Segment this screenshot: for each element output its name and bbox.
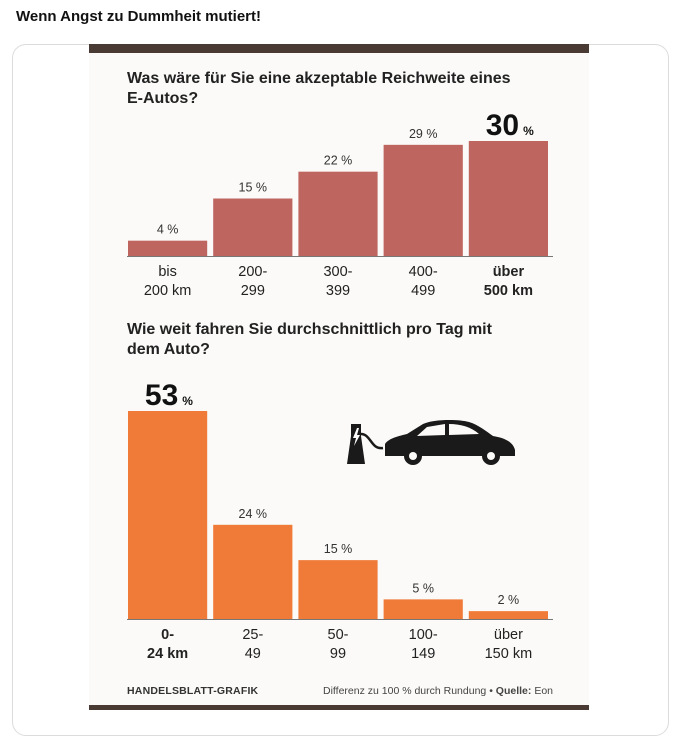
bar-label-0: 53 xyxy=(145,379,178,412)
footer-bullet: • xyxy=(489,685,493,697)
category-label-0-line1: 0- xyxy=(161,627,174,643)
bar-4 xyxy=(468,611,548,619)
footer-note: Differenz zu 100 % durch Rundung xyxy=(323,685,487,697)
top-bar xyxy=(89,44,589,53)
bar-label-suffix-4: % xyxy=(523,124,534,138)
bar-label-3: 5 % xyxy=(412,581,434,595)
bar-4 xyxy=(468,141,548,256)
bar-3 xyxy=(383,144,463,256)
bar-label-suffix-0: % xyxy=(182,394,193,408)
category-label-3-line1: 400- xyxy=(409,264,438,280)
category-label-3-line1: 100- xyxy=(409,627,438,643)
category-label-1-line2: 299 xyxy=(241,283,265,299)
bar-label-0: 4 % xyxy=(157,223,179,237)
bar-label-4: 30 xyxy=(486,109,519,142)
post-title: Wenn Angst zu Dummheit mutiert! xyxy=(16,8,261,25)
bar-1 xyxy=(213,198,293,256)
bar-label-4: 2 % xyxy=(498,593,520,607)
bar-label-2: 15 % xyxy=(324,542,353,556)
bar-3 xyxy=(383,599,463,619)
footer-source-label: Quelle: xyxy=(495,685,532,697)
chart2-title: Wie weit fahren Sie durchschnittlich pro… xyxy=(127,321,492,358)
category-label-1-line1: 25- xyxy=(242,627,263,643)
footer-source: Differenz zu 100 % durch Rundung • Quell… xyxy=(323,685,553,697)
bar-0 xyxy=(128,240,208,256)
distance-chart: 53 % 0- 24 km 24 % 25- 49 15 % 50- 99 5 % 100- 149 2 … xyxy=(127,379,553,662)
category-label-3-line2: 149 xyxy=(411,646,435,662)
category-label-2-line2: 99 xyxy=(330,646,346,662)
bottom-bar xyxy=(89,705,589,710)
bar-0 xyxy=(128,411,208,619)
category-label-4-line2: 150 km xyxy=(485,646,533,662)
bar-label-1: 15 % xyxy=(239,181,267,195)
category-label-0-line2: 200 km xyxy=(144,283,192,299)
bar-2 xyxy=(298,171,378,256)
category-label-2-line2: 399 xyxy=(326,283,350,299)
bar-label-3: 29 % xyxy=(409,127,438,141)
ev-charging-car-icon xyxy=(347,419,515,465)
chart1-title: Was wäre für Sie eine akzeptable Reichwe… xyxy=(127,70,511,107)
category-label-2-line1: 300- xyxy=(323,264,352,280)
category-label-4-line2: 500 km xyxy=(484,283,533,299)
infographic: Was wäre für Sie eine akzeptable Reichwe… xyxy=(89,44,589,710)
footer-credit: HANDELSBLATT-GRAFIK xyxy=(127,685,259,697)
category-label-0-line2: 24 km xyxy=(147,646,188,662)
range-chart: 4 % bis 200 km 15 % 200- 299 22 % 300- 399 29 % 40… xyxy=(127,109,553,299)
bar-2 xyxy=(298,560,378,619)
bar-label-1: 24 % xyxy=(239,507,267,521)
category-label-2-line1: 50- xyxy=(328,627,349,643)
category-label-1-line2: 49 xyxy=(245,646,261,662)
category-label-1-line1: 200- xyxy=(238,264,267,280)
category-label-0-line1: bis xyxy=(158,264,177,280)
footer-source-name: Eon xyxy=(534,685,553,697)
bar-1 xyxy=(213,524,293,619)
bar-label-2: 22 % xyxy=(324,154,353,168)
category-label-3-line2: 499 xyxy=(411,283,435,299)
category-label-4-line1: über xyxy=(493,264,525,280)
category-label-4-line1: über xyxy=(494,627,523,643)
